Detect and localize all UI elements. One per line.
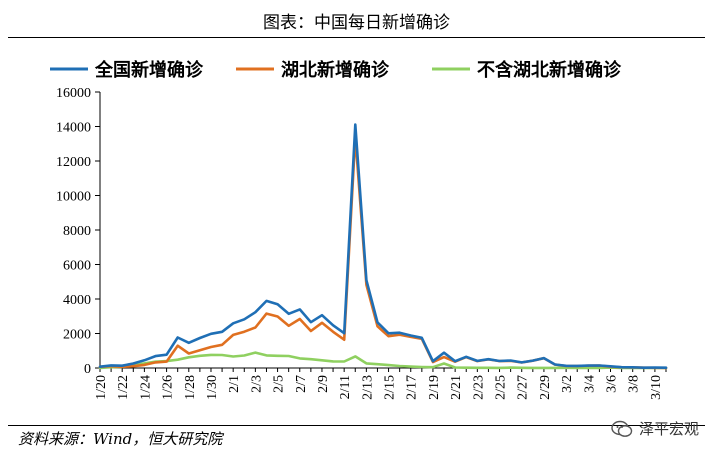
y-tick-label: 6000	[63, 259, 91, 274]
x-tick-label: 2/11	[338, 375, 353, 399]
wechat-icon	[611, 420, 633, 437]
chart-series	[98, 123, 668, 370]
legend-label: 湖北新增确诊	[281, 59, 390, 81]
x-tick-label: 1/30	[205, 375, 220, 400]
y-tick-label: 2000	[63, 328, 91, 343]
x-tick-label: 2/5	[272, 375, 287, 393]
x-tick-label: 2/19	[427, 375, 442, 400]
x-tick-label: 1/28	[183, 375, 198, 400]
x-tick-label: 3/6	[605, 375, 620, 393]
series-line	[98, 123, 668, 369]
x-tick-label: 1/26	[161, 375, 176, 400]
y-tick-label: 8000	[63, 224, 91, 239]
x-axis: 1/20 1/22 1/24 1/26 1/28 1/30 2/1 2/3 2/5 2/7 2/9 2…	[94, 367, 667, 400]
y-tick-label: 10000	[56, 190, 91, 205]
x-tick-label: 2/17	[405, 375, 420, 400]
x-tick-label: 3/4	[582, 375, 597, 393]
y-tick-label: 12000	[56, 155, 91, 170]
chart-title: 图表：中国每日新增确诊	[263, 13, 450, 33]
series-line	[98, 351, 668, 370]
chart-legend: 全国新增确诊 湖北新增确诊 不含湖北新增确诊	[50, 59, 622, 81]
x-tick-label: 2/3	[249, 375, 264, 393]
y-axis: 0 2000 4000 6000 8000 10000 12000 14000 16000	[56, 86, 101, 377]
source-note: 资料来源：Wind，恒大研究院	[18, 430, 223, 448]
x-tick-label: 3/8	[627, 375, 642, 393]
x-tick-label: 1/20	[94, 375, 109, 400]
x-tick-label: 2/7	[294, 375, 309, 393]
legend-label: 全国新增确诊	[94, 59, 204, 81]
x-tick-label: 1/22	[116, 375, 131, 400]
x-tick-label: 3/2	[560, 375, 575, 393]
x-tick-label: 1/24	[138, 375, 153, 400]
x-tick-label: 2/13	[360, 375, 375, 400]
x-tick-label: 2/1	[227, 375, 242, 393]
x-tick-label: 2/15	[383, 375, 398, 400]
x-tick-label: 2/27	[516, 375, 531, 400]
y-tick-label: 14000	[56, 121, 91, 136]
x-tick-label: 3/10	[649, 375, 664, 400]
watermark: 泽平宏观	[611, 418, 699, 439]
line-chart: 全国新增确诊 湖北新增确诊 不含湖北新增确诊 0 2000 4000 6000 8000 10…	[50, 59, 668, 400]
watermark-label: 泽平宏观	[638, 420, 699, 438]
title-rule	[8, 37, 705, 38]
y-tick-label: 0	[84, 362, 91, 377]
x-tick-label: 2/23	[471, 375, 486, 400]
y-tick-label: 16000	[56, 86, 91, 101]
x-tick-label: 2/25	[494, 375, 509, 400]
x-tick-label: 2/9	[316, 375, 331, 393]
y-tick-label: 4000	[63, 293, 91, 308]
footer-rule	[8, 425, 705, 426]
legend-label: 不含湖北新增确诊	[477, 59, 622, 81]
series-line	[98, 134, 668, 370]
x-tick-label: 2/29	[538, 375, 553, 400]
x-tick-label: 2/21	[449, 375, 464, 400]
